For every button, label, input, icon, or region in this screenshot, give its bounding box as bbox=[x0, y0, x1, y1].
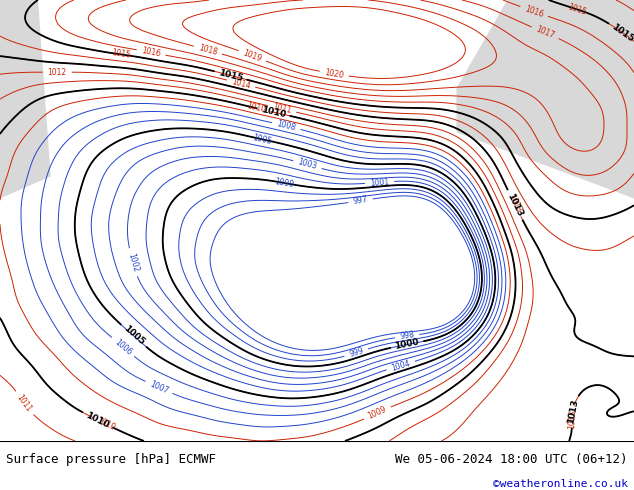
Text: ©weatheronline.co.uk: ©weatheronline.co.uk bbox=[493, 479, 628, 489]
Text: 1008: 1008 bbox=[276, 120, 297, 133]
Text: 1004: 1004 bbox=[390, 358, 411, 372]
Text: 1013: 1013 bbox=[506, 193, 522, 214]
Text: 1003: 1003 bbox=[297, 158, 318, 172]
Text: 1010: 1010 bbox=[246, 101, 267, 115]
Text: 1006: 1006 bbox=[113, 337, 133, 357]
Text: 1018: 1018 bbox=[197, 43, 218, 57]
Text: 1020: 1020 bbox=[324, 68, 344, 80]
Text: 999: 999 bbox=[348, 346, 365, 359]
Text: 1013: 1013 bbox=[567, 410, 577, 430]
Text: 1000: 1000 bbox=[394, 338, 420, 351]
Text: 1014: 1014 bbox=[231, 77, 252, 90]
Text: 1009: 1009 bbox=[366, 405, 388, 421]
Text: 1012: 1012 bbox=[48, 68, 67, 77]
Text: 1005: 1005 bbox=[121, 324, 146, 347]
Text: 1015: 1015 bbox=[217, 68, 243, 83]
Text: 1015: 1015 bbox=[610, 22, 634, 44]
Text: 1010: 1010 bbox=[261, 105, 287, 119]
Text: 1017: 1017 bbox=[534, 25, 556, 41]
Text: 997: 997 bbox=[353, 195, 368, 206]
Text: 1007: 1007 bbox=[148, 379, 170, 395]
Text: 1016: 1016 bbox=[141, 46, 162, 59]
Polygon shape bbox=[456, 0, 634, 198]
Text: We 05-06-2024 18:00 UTC (06+12): We 05-06-2024 18:00 UTC (06+12) bbox=[395, 453, 628, 466]
Text: 1015: 1015 bbox=[566, 2, 587, 17]
Polygon shape bbox=[0, 0, 51, 198]
Text: 1011: 1011 bbox=[15, 393, 34, 414]
Text: 1019: 1019 bbox=[242, 49, 263, 64]
Text: 1000: 1000 bbox=[274, 177, 294, 189]
Text: 1013: 1013 bbox=[505, 192, 525, 218]
Text: 1011: 1011 bbox=[272, 102, 292, 116]
Text: 1002: 1002 bbox=[126, 252, 140, 273]
Text: 1015: 1015 bbox=[111, 49, 131, 60]
Text: 1001: 1001 bbox=[370, 177, 389, 188]
Text: Surface pressure [hPa] ECMWF: Surface pressure [hPa] ECMWF bbox=[6, 453, 216, 466]
Text: 998: 998 bbox=[399, 331, 415, 342]
Text: 1005: 1005 bbox=[252, 133, 273, 146]
Text: 1016: 1016 bbox=[524, 4, 545, 19]
Text: 1010: 1010 bbox=[95, 416, 117, 433]
Text: 1013: 1013 bbox=[566, 398, 579, 424]
Text: 1010: 1010 bbox=[84, 410, 110, 429]
